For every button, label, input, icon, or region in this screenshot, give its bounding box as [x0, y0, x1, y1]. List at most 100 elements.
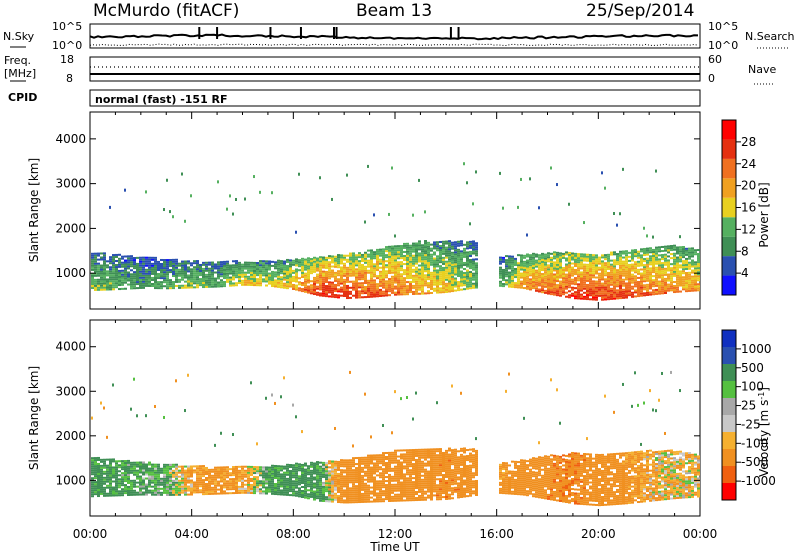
velocity-cell	[298, 487, 301, 490]
power-cell	[595, 290, 598, 293]
power-cell	[310, 292, 313, 295]
power-cell	[559, 252, 562, 255]
power-cell	[103, 258, 106, 261]
velocity-cell	[277, 471, 280, 474]
power-cell	[373, 257, 376, 260]
power-cell	[634, 263, 637, 266]
power-cell	[355, 286, 358, 289]
power-cell	[400, 251, 403, 254]
power-cell	[457, 281, 460, 284]
power-cell	[136, 281, 139, 284]
velocity-cell	[295, 486, 298, 489]
power-cell	[628, 290, 631, 293]
power-cell	[103, 286, 106, 289]
freq-unit: [MHz]	[4, 67, 36, 80]
power-cell	[109, 276, 112, 279]
velocity-cell	[184, 487, 187, 490]
power-cell	[664, 249, 667, 252]
power-cell	[616, 277, 619, 280]
power-cell	[136, 277, 139, 280]
power-cell	[406, 262, 409, 265]
velocity-cell	[358, 487, 361, 490]
velocity-cell	[247, 489, 250, 492]
velocity-scatter	[184, 409, 186, 413]
power-cell	[313, 262, 316, 265]
power-cell	[193, 268, 196, 271]
velocity-cell	[325, 468, 328, 471]
power-cell	[406, 242, 409, 245]
power-cell	[166, 263, 169, 266]
velocity-cell	[118, 464, 121, 467]
power-cell	[568, 276, 571, 279]
velocity-cell	[277, 467, 280, 470]
velocity-cell	[310, 487, 313, 490]
velocity-cell	[307, 473, 310, 476]
power-cell	[409, 280, 412, 283]
velocity-cell	[196, 485, 199, 488]
power-cell	[100, 276, 103, 279]
velocity-cell	[304, 464, 307, 467]
power-cell	[652, 289, 655, 292]
velocity-cell	[94, 493, 97, 496]
power-cell	[106, 286, 109, 289]
velocity-cell	[151, 479, 154, 482]
power-cell	[109, 260, 112, 263]
power-cell	[361, 284, 364, 287]
velocity-cell	[160, 481, 163, 484]
power-cell	[217, 277, 220, 280]
power-cell	[523, 264, 526, 267]
velocity-cell	[202, 475, 205, 478]
velocity-cell	[235, 489, 238, 492]
power-cell	[457, 287, 460, 290]
velocity-cell	[298, 463, 301, 466]
power-cell	[139, 266, 142, 269]
power-cell	[628, 294, 631, 297]
velocity-cell	[241, 479, 244, 482]
velocity-cell	[283, 487, 286, 490]
velocity-cell	[229, 474, 232, 477]
power-cell	[622, 290, 625, 293]
power-cell	[553, 275, 556, 278]
power-cell	[445, 276, 448, 279]
power-cell	[613, 265, 616, 268]
power-cell	[388, 263, 391, 266]
velocity-cell	[103, 494, 106, 497]
power-cell	[151, 278, 154, 281]
freq-label: Freq.	[4, 54, 31, 67]
power-cell	[328, 265, 331, 268]
power-cell	[562, 293, 565, 296]
power-cell	[439, 261, 442, 264]
power-cell	[661, 268, 664, 271]
power-cell	[235, 272, 238, 275]
velocity-cell	[352, 483, 355, 486]
power-cell	[346, 278, 349, 281]
power-cell	[346, 288, 349, 291]
power-cell	[310, 286, 313, 289]
power-cell	[397, 257, 400, 260]
power-cell	[655, 254, 658, 257]
power-cell	[634, 251, 637, 254]
velocity-cell	[235, 465, 238, 468]
velocity-cell	[100, 464, 103, 467]
velocity-cell	[322, 475, 325, 478]
power-cell	[160, 277, 163, 280]
velocity-cell	[262, 484, 265, 487]
power-cell	[289, 263, 292, 266]
power-cell	[283, 282, 286, 285]
velocity-cell	[100, 478, 103, 481]
power-cell	[637, 289, 640, 292]
velocity-cell	[280, 467, 283, 470]
velocity-cell	[214, 488, 217, 491]
power-cell	[514, 284, 517, 287]
velocity-cell	[205, 491, 208, 494]
power-cell	[118, 257, 121, 260]
power-cell	[163, 259, 166, 262]
power-cell	[601, 294, 604, 297]
velocity-cell	[247, 473, 250, 476]
power-cell	[601, 290, 604, 293]
power-cell	[121, 269, 124, 272]
power-cell	[457, 264, 460, 267]
power-cell	[184, 276, 187, 279]
velocity-cell	[241, 467, 244, 470]
power-cell	[517, 264, 520, 267]
